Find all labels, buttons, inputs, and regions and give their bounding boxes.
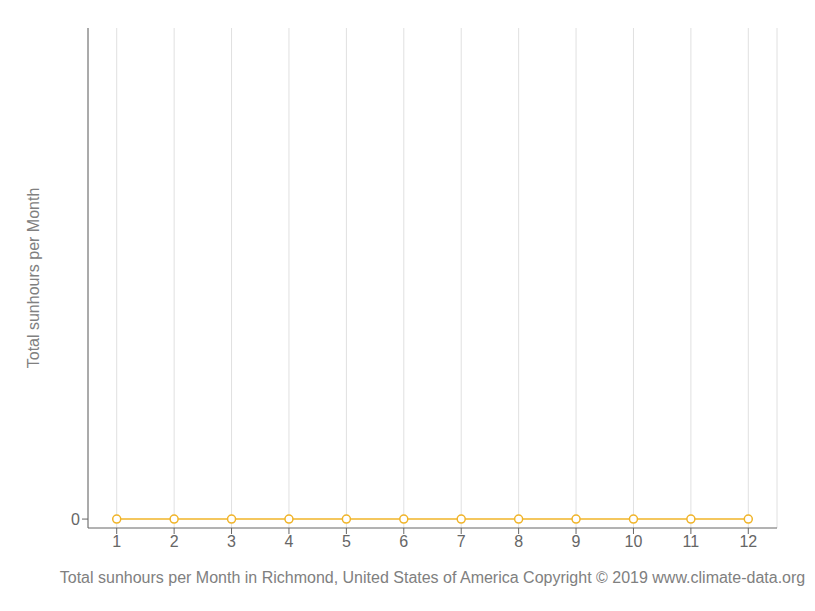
svg-text:12: 12 [739, 533, 757, 550]
svg-text:6: 6 [399, 533, 408, 550]
svg-text:Total sunhours per Month in Ri: Total sunhours per Month in Richmond, Un… [60, 569, 805, 586]
svg-text:10: 10 [625, 533, 643, 550]
svg-text:11: 11 [683, 533, 700, 550]
svg-text:1: 1 [112, 533, 121, 550]
svg-text:3: 3 [227, 533, 236, 550]
svg-text:7: 7 [457, 533, 466, 550]
svg-text:8: 8 [514, 533, 523, 550]
svg-text:0: 0 [71, 511, 80, 528]
svg-text:4: 4 [285, 533, 294, 550]
svg-text:5: 5 [342, 533, 351, 550]
svg-text:2: 2 [170, 533, 179, 550]
svg-text:9: 9 [572, 533, 581, 550]
svg-text:Total sunhours per Month: Total sunhours per Month [25, 188, 42, 369]
